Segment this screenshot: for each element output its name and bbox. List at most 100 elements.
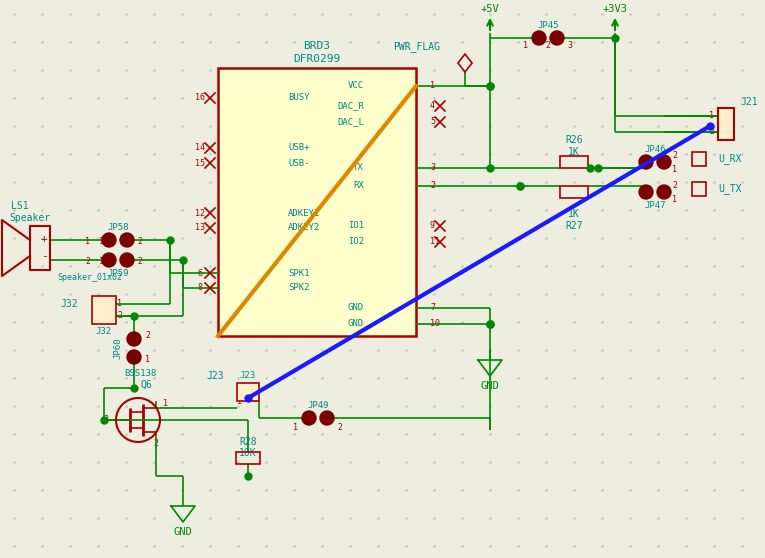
Text: GND: GND — [480, 381, 500, 391]
Text: ADKEY2: ADKEY2 — [288, 224, 321, 233]
Bar — [30, 226, 50, 270]
Text: 7: 7 — [430, 304, 435, 312]
Text: 3: 3 — [103, 416, 109, 425]
Text: 14: 14 — [195, 143, 205, 152]
Text: 9: 9 — [430, 222, 435, 230]
Text: 8: 8 — [197, 283, 203, 292]
Text: 6: 6 — [197, 268, 203, 277]
Circle shape — [127, 332, 141, 346]
Text: 1: 1 — [523, 41, 529, 51]
Circle shape — [657, 185, 671, 199]
Circle shape — [120, 253, 134, 267]
Bar — [92, 296, 116, 324]
Text: 1: 1 — [430, 81, 435, 90]
Text: 1: 1 — [672, 165, 678, 174]
Text: JP49: JP49 — [308, 402, 329, 411]
Text: 1: 1 — [672, 195, 678, 204]
Circle shape — [102, 233, 116, 247]
Text: 2: 2 — [709, 127, 715, 137]
Text: R28: R28 — [239, 437, 257, 447]
Text: U_TX: U_TX — [718, 184, 741, 194]
Circle shape — [639, 155, 653, 169]
Text: IO2: IO2 — [348, 238, 364, 247]
Text: 1: 1 — [99, 238, 105, 247]
Text: 4: 4 — [430, 102, 435, 110]
Text: USB+: USB+ — [288, 143, 310, 152]
Text: 2: 2 — [545, 41, 551, 51]
Text: IO1: IO1 — [348, 222, 364, 230]
Text: 1: 1 — [709, 112, 715, 121]
Text: 10K: 10K — [239, 448, 257, 458]
Text: 16: 16 — [195, 94, 205, 103]
Text: SPK2: SPK2 — [288, 283, 310, 292]
Text: DFR0299: DFR0299 — [293, 54, 340, 64]
Text: JP47: JP47 — [644, 201, 666, 210]
Text: 12: 12 — [195, 209, 205, 218]
Text: 1: 1 — [294, 424, 298, 432]
Circle shape — [320, 411, 334, 425]
Text: 3: 3 — [430, 163, 435, 172]
Text: VCC: VCC — [348, 81, 364, 90]
Text: J23: J23 — [207, 371, 224, 381]
Text: 2: 2 — [145, 331, 151, 340]
Text: PWR_FLAG: PWR_FLAG — [393, 41, 441, 52]
Text: -: - — [41, 251, 47, 261]
Text: DAC_R: DAC_R — [337, 102, 364, 110]
Text: Speaker_01x02: Speaker_01x02 — [57, 272, 122, 281]
Text: BUSY: BUSY — [288, 94, 310, 103]
Text: 1: 1 — [164, 400, 168, 408]
Circle shape — [120, 233, 134, 247]
Text: JP60: JP60 — [113, 337, 122, 359]
Text: GND: GND — [174, 527, 192, 537]
Text: JP59: JP59 — [107, 270, 129, 278]
Circle shape — [127, 350, 141, 364]
Text: 1K: 1K — [568, 147, 580, 157]
Text: J32: J32 — [60, 299, 78, 309]
Bar — [692, 182, 706, 196]
Text: 2: 2 — [138, 238, 142, 247]
Text: 1: 1 — [118, 300, 122, 309]
Text: 2: 2 — [154, 440, 158, 449]
Text: 1: 1 — [145, 355, 151, 364]
Bar — [560, 156, 588, 168]
Text: +: + — [41, 234, 47, 244]
Circle shape — [302, 411, 316, 425]
Text: 2: 2 — [337, 424, 343, 432]
Text: J23: J23 — [240, 371, 256, 379]
Text: GND: GND — [348, 320, 364, 329]
Text: 10: 10 — [430, 320, 440, 329]
Bar — [692, 152, 706, 166]
Text: JP46: JP46 — [644, 146, 666, 155]
Text: 2: 2 — [138, 257, 142, 267]
Text: 1: 1 — [86, 238, 90, 247]
Circle shape — [639, 185, 653, 199]
Text: 11: 11 — [430, 238, 440, 247]
Text: JP45: JP45 — [537, 22, 558, 31]
Text: R27: R27 — [565, 221, 583, 231]
Text: RX: RX — [353, 181, 364, 190]
Text: GND: GND — [348, 304, 364, 312]
Bar — [718, 108, 734, 140]
Text: LS1: LS1 — [11, 201, 29, 211]
Text: SPK1: SPK1 — [288, 268, 310, 277]
Text: 2: 2 — [672, 180, 678, 190]
Text: +5V: +5V — [480, 4, 500, 14]
Text: 15: 15 — [195, 158, 205, 167]
Text: 13: 13 — [195, 224, 205, 233]
Text: J21: J21 — [740, 97, 757, 107]
Text: 2: 2 — [86, 257, 90, 267]
Text: USB-: USB- — [288, 158, 310, 167]
Text: BSS138: BSS138 — [124, 368, 156, 378]
Text: 5: 5 — [430, 118, 435, 127]
Text: 2: 2 — [672, 151, 678, 160]
Text: ADKEY1: ADKEY1 — [288, 209, 321, 218]
Text: BRD3: BRD3 — [304, 41, 330, 51]
Text: +3V3: +3V3 — [603, 4, 627, 14]
Text: J32: J32 — [96, 328, 112, 336]
Text: Speaker: Speaker — [9, 213, 50, 223]
Text: 1: 1 — [237, 397, 243, 406]
Circle shape — [550, 31, 564, 45]
Bar — [236, 452, 260, 464]
Text: 1K: 1K — [568, 209, 580, 219]
Text: 2: 2 — [118, 311, 122, 320]
